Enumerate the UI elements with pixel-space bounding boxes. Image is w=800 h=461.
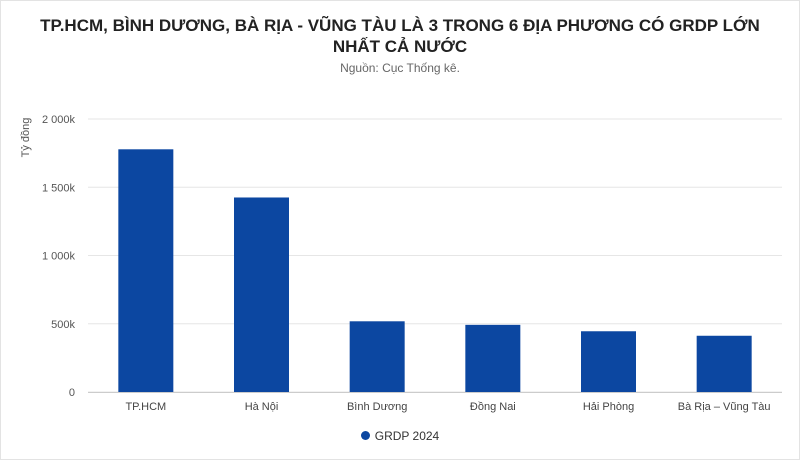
bar [465,324,521,392]
y-tick-label: 1 500k [42,182,76,194]
y-tick-label: 500k [51,319,75,331]
x-tick-label: TP.HCM [125,401,166,413]
x-tick-label: Bình Dương [347,401,407,413]
y-tick-label: 1 000k [42,251,76,263]
y-axis-label: Tỷ đồng [20,118,32,158]
bar [234,197,289,392]
y-tick-label: 2 000k [42,114,76,126]
legend-label: GRDP 2024 [374,429,440,443]
bar [581,331,636,392]
x-tick-label: Hải Phòng [583,401,634,413]
legend-marker [360,431,370,441]
y-tick-label: 0 [69,387,75,399]
x-tick-label: Đồng Nai [470,401,516,413]
bar [118,149,174,392]
bar [696,335,752,392]
chart-title: TP.HCM, BÌNH DƯƠNG, BÀ RỊA - VŨNG TÀU LÀ… [40,16,760,56]
x-tick-label: Bà Rịa – Vũng Tàu [678,401,771,413]
legend[interactable]: GRDP 2024 [1,429,799,443]
chart-subtitle: Nguồn: Cục Thống kê. [340,61,460,75]
x-tick-label: Hà Nội [245,401,279,413]
bar [349,321,405,392]
